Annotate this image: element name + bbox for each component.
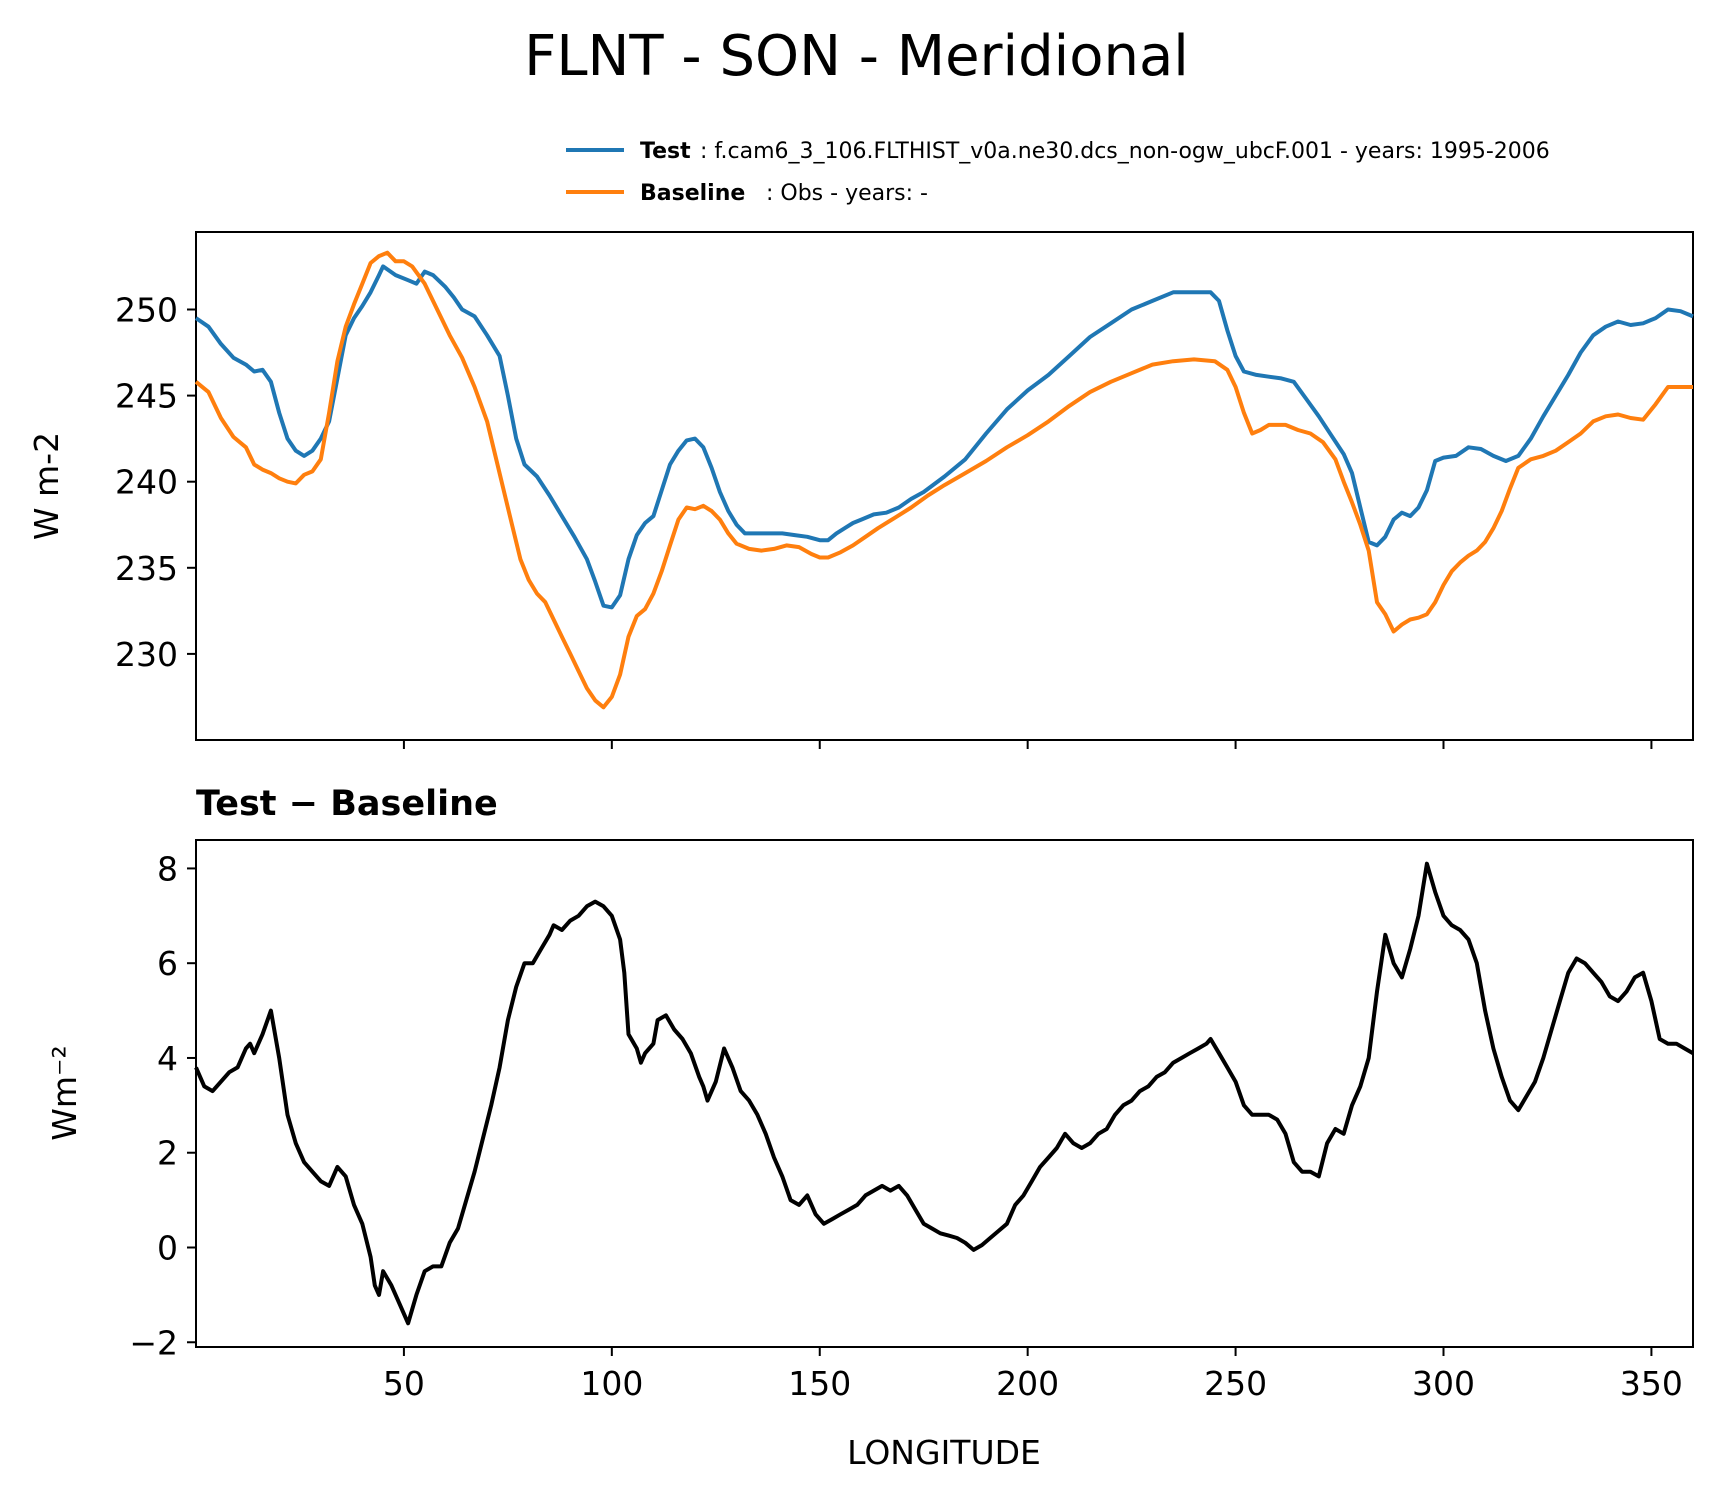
- bottom-y-axis-label: Wm⁻²: [45, 1045, 84, 1140]
- top-y-tick-label: 230: [115, 635, 178, 674]
- top-panel: 230 235 240 245 250 W m-2: [27, 231, 1694, 749]
- bottom-panel: Test − Baseline −2 0 2 4 6 8 50 100 150 200 250 30…: [45, 784, 1694, 1472]
- bottom-series: [194, 861, 1694, 1326]
- bottom-y-tick-label: 8: [157, 849, 178, 888]
- bottom-x-tick-label: 250: [1204, 1364, 1267, 1403]
- bottom-x-tick-label: 100: [580, 1364, 643, 1403]
- bottom-x-ticks: 50 100 150 200 250 300 350: [383, 1347, 1683, 1403]
- bottom-y-tick-label: 0: [157, 1228, 178, 1267]
- bottom-panel-frame: [195, 839, 1694, 1348]
- series-line-test: [194, 264, 1694, 610]
- top-panel-frame: [195, 231, 1694, 741]
- bottom-x-tick-label: 300: [1412, 1364, 1475, 1403]
- top-y-axis-label: W m-2: [27, 432, 66, 540]
- top-y-tick-label: 235: [115, 549, 178, 588]
- legend: Test : f.cam6_3_106.FLTHIST_v0a.ne30.dcs…: [566, 139, 1550, 206]
- legend-key-test: Test: [640, 139, 691, 164]
- bottom-y-tick-label: −2: [129, 1323, 178, 1362]
- bottom-x-tick-label: 150: [788, 1364, 851, 1403]
- legend-text-baseline: : Obs - years: -: [766, 181, 928, 206]
- top-y-tick-label: 240: [115, 463, 178, 502]
- top-series: [194, 250, 1694, 710]
- bottom-panel-title: Test − Baseline: [196, 784, 498, 824]
- legend-key-baseline: Baseline: [640, 181, 745, 206]
- bottom-y-tick-label: 4: [157, 1039, 178, 1078]
- top-y-tick-label: 250: [115, 290, 178, 329]
- top-x-ticks: [402, 740, 1653, 749]
- series-line-test-baseline: [194, 861, 1694, 1326]
- bottom-x-tick-label: 50: [383, 1364, 425, 1403]
- bottom-y-ticks: −2 0 2 4 6 8: [129, 849, 196, 1362]
- x-axis-label: LONGITUDE: [847, 1433, 1041, 1472]
- bottom-y-tick-label: 2: [157, 1134, 178, 1173]
- top-y-tick-label: 245: [115, 377, 178, 416]
- chart-title: FLNT - SON - Meridional: [524, 24, 1189, 89]
- bottom-x-tick-label: 200: [996, 1364, 1059, 1403]
- legend-text-test: : f.cam6_3_106.FLTHIST_v0a.ne30.dcs_non-…: [700, 139, 1550, 164]
- bottom-x-tick-label: 350: [1620, 1364, 1683, 1403]
- series-line-baseline: [194, 250, 1693, 710]
- bottom-y-tick-label: 6: [157, 944, 178, 983]
- top-y-ticks: 230 235 240 245 250: [115, 290, 196, 674]
